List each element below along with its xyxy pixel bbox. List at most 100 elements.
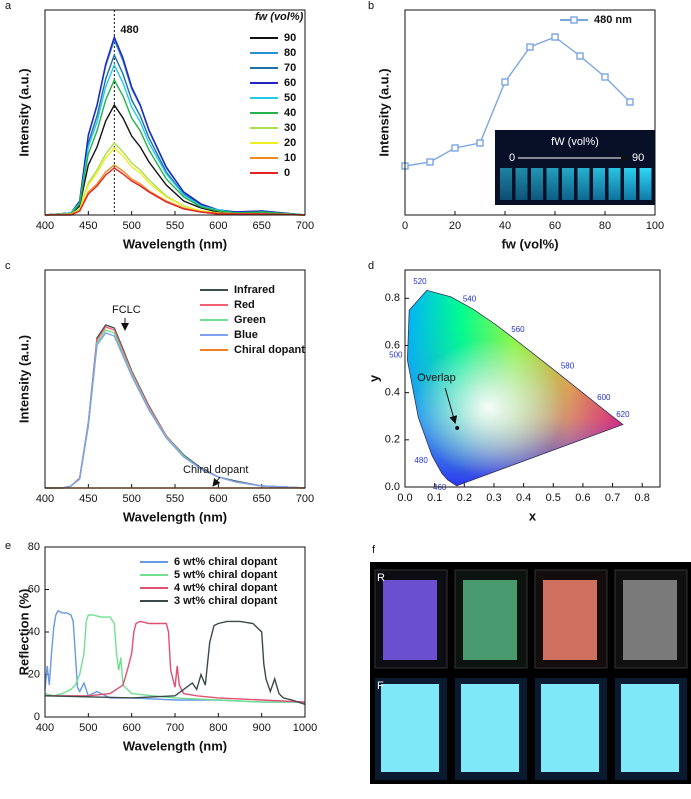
y-axis-label: Intensity (a.u.) <box>376 68 391 156</box>
legend-label: 3 wt% chiral dopant <box>174 595 278 607</box>
x-tick-label: 20 <box>449 220 461 232</box>
legend-label: 90 <box>284 32 296 44</box>
x-tick-label: 500 <box>122 220 140 232</box>
x-tick-label: 60 <box>549 220 561 232</box>
photo-row-r <box>374 569 688 669</box>
series-line <box>44 620 306 705</box>
x-tick-label: 700 <box>166 722 184 734</box>
overlap-point <box>455 426 460 431</box>
x-tick-label: 0.3 <box>486 492 501 504</box>
legend-label: 20 <box>284 137 296 149</box>
row-label: F <box>377 680 384 692</box>
x-tick-label: 500 <box>122 493 140 505</box>
inset-title: fW (vol%) <box>551 136 599 148</box>
gamut-white <box>407 290 623 486</box>
plot-frame <box>44 546 306 718</box>
marker <box>551 33 559 41</box>
x-tick-label: 550 <box>166 493 184 505</box>
x-tick-label: 0 <box>402 220 408 232</box>
legend-label: 70 <box>284 62 296 74</box>
marker <box>601 73 609 81</box>
wavelength-label: 600 <box>597 393 611 402</box>
series-line <box>44 63 306 216</box>
series-line <box>404 36 631 167</box>
series-line <box>44 103 306 216</box>
legend-label: 480 nm <box>594 14 632 26</box>
plot-frame <box>404 9 656 216</box>
legend-label: Green <box>234 314 266 326</box>
y-axis-label: Intensity (a.u.) <box>16 68 31 156</box>
legend-label: Chiral dopant <box>234 344 305 356</box>
legend-label: 0 <box>284 167 290 179</box>
wavelength-label: 480 <box>414 456 428 465</box>
legend-label: 4 wt% chiral dopant <box>174 582 278 594</box>
x-tick-label: 650 <box>252 220 270 232</box>
x-tick-label: 0.6 <box>575 492 590 504</box>
marker <box>526 43 534 51</box>
legend-title: fw (vol%) <box>255 11 304 23</box>
vial <box>500 168 512 200</box>
series-line <box>44 78 306 216</box>
legend-label: 40 <box>284 107 296 119</box>
series-line <box>45 332 306 489</box>
x-tick-label: 450 <box>79 493 97 505</box>
x-tick-label: 80 <box>599 220 611 232</box>
x-tick-label: 600 <box>209 493 227 505</box>
panel-label: a <box>5 0 12 12</box>
marker <box>476 139 484 147</box>
x-tick-label: 550 <box>166 220 184 232</box>
x-tick-label: 650 <box>252 493 270 505</box>
panel-label: f <box>372 544 376 556</box>
vial <box>577 168 590 200</box>
plot-frame <box>44 9 306 216</box>
annotation: Overlap <box>417 372 456 384</box>
photo-panel: f R F <box>370 544 691 784</box>
legend-label: 5 wt% chiral dopant <box>174 569 278 581</box>
marker <box>426 158 434 166</box>
series-line <box>44 614 305 703</box>
inset-end: 90 <box>632 152 644 164</box>
legend-label: 60 <box>284 77 296 89</box>
plot-frame <box>44 269 306 489</box>
vial <box>608 168 621 200</box>
vial <box>562 168 574 200</box>
x-tick-label: 0.5 <box>546 492 561 504</box>
legend-label: 10 <box>284 152 296 164</box>
x-tick-label: 0.0 <box>397 492 412 504</box>
spectral-locus <box>406 289 624 487</box>
vial <box>546 168 559 200</box>
series-line <box>44 53 306 216</box>
x-tick-label: 400 <box>36 493 54 505</box>
y-tick-label: 20 <box>28 668 40 680</box>
x-tick-label: 500 <box>79 722 97 734</box>
x-tick-label: 450 <box>79 220 97 232</box>
inset-photo: fW (vol%) 0 90 <box>495 130 655 205</box>
x-axis-label: Wavelength (nm) <box>123 509 227 524</box>
marker <box>451 144 459 152</box>
wavelength-label: 520 <box>413 277 427 286</box>
panel-label: c <box>5 260 11 272</box>
panel-label: d <box>368 260 374 272</box>
x-tick-label: 700 <box>296 220 314 232</box>
photo-row-f <box>375 678 687 780</box>
x-axis-label: Wavelength (nm) <box>123 236 227 251</box>
series-line <box>44 164 306 216</box>
series-line <box>44 609 305 703</box>
x-tick-label: 400 <box>36 722 54 734</box>
x-axis-label: fw (vol%) <box>501 236 558 251</box>
annotation: FCLC <box>112 304 141 316</box>
x-axis-label: Wavelength (nm) <box>123 738 227 753</box>
legend-label: 30 <box>284 122 296 134</box>
y-tick-label: 0.8 <box>385 292 400 304</box>
x-tick-label: 0.4 <box>516 492 531 504</box>
legend-label: Blue <box>234 329 258 341</box>
legend-label: 50 <box>284 92 296 104</box>
x-tick-label: 100 <box>646 220 664 232</box>
series-line <box>45 167 306 216</box>
legend-label: Red <box>234 299 255 311</box>
wavelength-label: 620 <box>616 410 630 419</box>
wavelength-label: 580 <box>561 362 575 371</box>
y-tick-label: 0.6 <box>385 339 400 351</box>
y-tick-label: 0.2 <box>385 434 400 446</box>
